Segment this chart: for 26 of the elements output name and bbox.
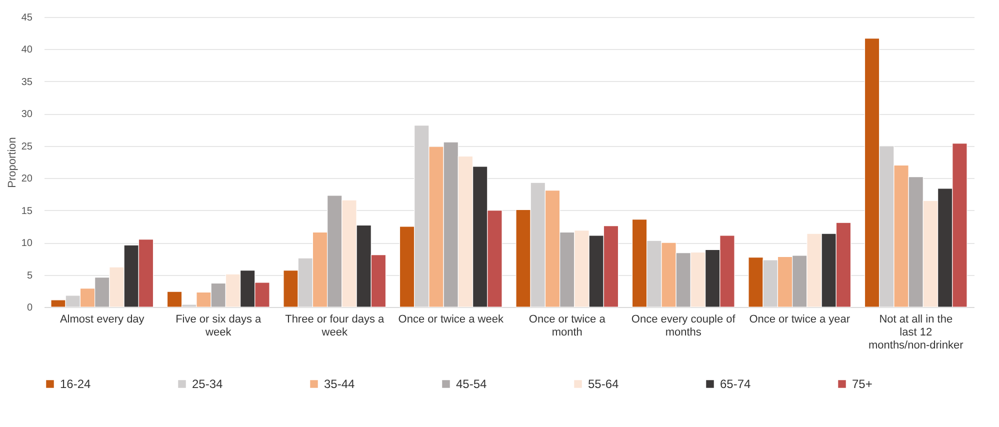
x-tick-label: Once or twice a year [749,314,850,326]
y-tick-label: 15 [21,206,33,217]
y-tick-label: 5 [26,270,33,282]
legend-label: 75+ [852,377,872,391]
legend-label: 65-74 [720,377,752,391]
legend-label: 45-54 [456,377,488,391]
legend-label: 55-64 [588,377,620,391]
legend-label: 16-24 [60,377,92,391]
y-tick-label: 10 [21,238,33,250]
x-tick-label: Not at all in the last 12 months/non-drinker [868,314,964,352]
y-tick-label: 30 [21,109,33,120]
legend-label: 35-44 [324,377,356,391]
x-tick-label: Three or four days a week [285,314,386,338]
y-tick-label: 35 [21,76,33,88]
x-tick-label: Almost every day [60,314,145,326]
y-tick-label: 20 [21,174,33,185]
x-tick-label: Once every couple of months [631,314,736,338]
legend-label: 25-34 [192,377,224,391]
y-tick-label: 40 [21,44,33,56]
y-tick-label: 45 [21,12,33,24]
y-tick-label: 25 [21,141,33,152]
x-tick-label: Once or twice a week [398,314,504,326]
y-tick-label: 0 [26,302,33,314]
x-tick-label: Once or twice a month [528,314,606,338]
x-tick-label: Five or six days a week [176,314,262,338]
y-axis-title: Proportion [6,137,18,188]
